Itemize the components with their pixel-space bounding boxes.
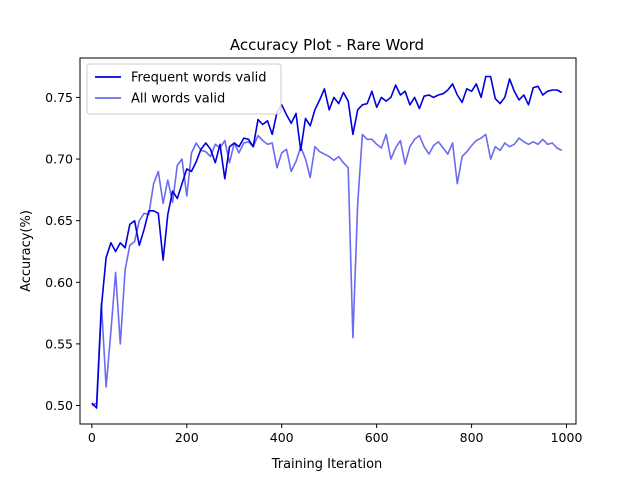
chart-title: Accuracy Plot - Rare Word xyxy=(230,36,424,54)
x-tick-label: 800 xyxy=(460,430,484,445)
x-tick-label: 0 xyxy=(88,430,96,445)
plot-area xyxy=(91,75,563,409)
y-tick-label: 0.50 xyxy=(45,398,73,413)
y-tick-label: 0.60 xyxy=(45,275,73,290)
y-axis-label: Accuracy(%) xyxy=(19,210,34,292)
x-tick-label: 1000 xyxy=(551,430,583,445)
y-axis-ticks: 0.50 0.55 0.60 0.65 0.70 0.75 xyxy=(45,90,80,413)
legend: Frequent words valid All words valid xyxy=(86,63,282,115)
legend-entry-0: Frequent words valid xyxy=(131,71,267,86)
x-axis-ticks: 0 200 400 600 800 1000 xyxy=(88,424,583,445)
x-tick-label: 200 xyxy=(175,430,199,445)
x-tick-label: 600 xyxy=(365,430,389,445)
axes-frame xyxy=(79,57,577,425)
y-tick-label: 0.70 xyxy=(45,152,73,167)
series-line-1 xyxy=(91,133,563,407)
y-tick-label: 0.75 xyxy=(45,90,73,105)
series-line-0 xyxy=(91,75,563,409)
x-axis-label: Training Iteration xyxy=(271,457,383,472)
y-tick-label: 0.65 xyxy=(45,213,73,228)
x-tick-label: 400 xyxy=(270,430,294,445)
legend-box xyxy=(86,63,282,115)
legend-entry-1: All words valid xyxy=(131,92,225,107)
y-tick-label: 0.55 xyxy=(45,336,73,351)
